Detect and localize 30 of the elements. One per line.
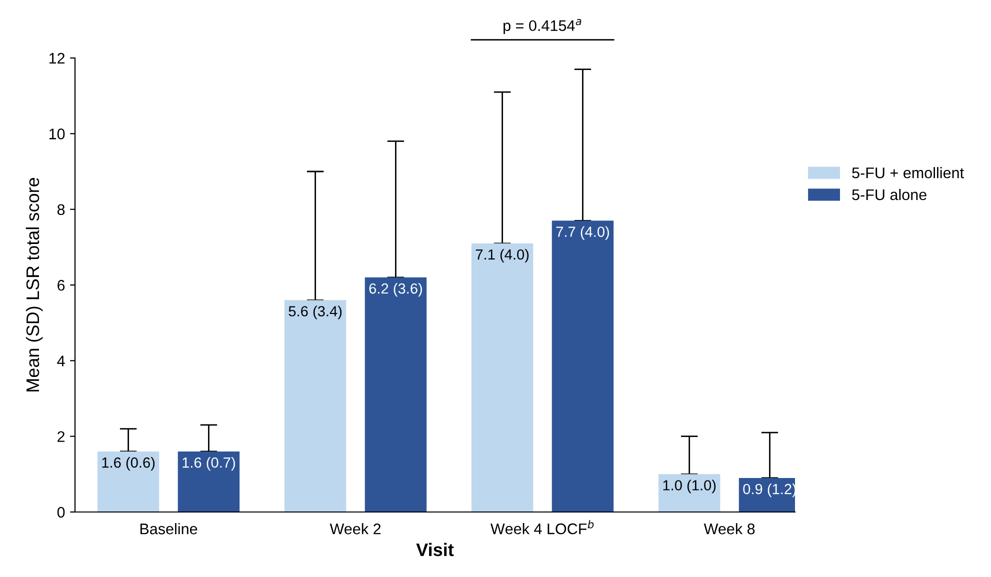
data-label: 5.6 (3.4) <box>288 306 342 320</box>
bar <box>471 243 534 512</box>
x-axis-title: Visit <box>416 542 454 556</box>
data-label: 6.2 (3.6) <box>369 282 422 297</box>
bar <box>284 300 346 512</box>
legend-label: 5-FU + emollient <box>852 167 964 178</box>
y-axis-title: Mean (SD) LSR total score <box>26 178 43 392</box>
bar <box>97 451 160 512</box>
data-label: 1.0 (1.0) <box>663 480 716 494</box>
x-tick-label: Week 2 <box>330 523 381 534</box>
y-tick-label: 8 <box>57 204 65 216</box>
legend-label: 5-FU alone <box>852 188 926 200</box>
y-tick-label: 2 <box>58 431 65 442</box>
x-tick-label: Week 4 LOCF$^{b}$ <box>490 520 594 534</box>
y-tick-label: 6 <box>58 280 65 291</box>
y-tick-label: 0 <box>57 506 65 518</box>
data-label: 7.7 (4.0) <box>556 226 609 240</box>
bar <box>178 451 240 512</box>
text: p = 0.4154$^{a}$ <box>504 19 582 34</box>
data-label: 1.6 (0.6) <box>102 457 155 471</box>
y-tick-label: 4 <box>57 356 65 366</box>
x-tick-label: Week 8 <box>704 523 755 534</box>
y-tick-label: 12 <box>49 52 65 64</box>
data-label: 1.6 (0.7) <box>182 457 235 471</box>
bar <box>364 277 427 512</box>
bar <box>658 474 720 512</box>
x-tick-label: Baseline <box>140 523 198 534</box>
data-label: 7.1 (4.0) <box>476 248 529 263</box>
bar <box>552 220 614 512</box>
y-tick-label: 10 <box>49 128 65 140</box>
